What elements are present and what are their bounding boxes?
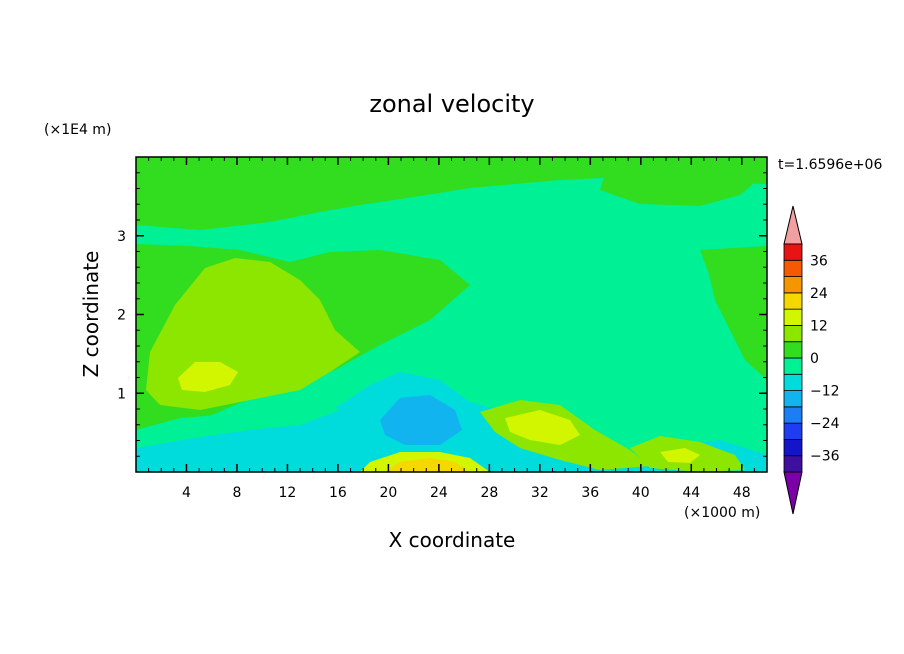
colorbar-tick-label: −12 bbox=[810, 384, 840, 400]
x-tick-label: 44 bbox=[682, 485, 700, 501]
colorbar-swatch bbox=[783, 259, 803, 277]
mid-left-positive-core bbox=[178, 362, 238, 392]
x-tick-label: 36 bbox=[581, 485, 599, 501]
colorbar-min-arrow bbox=[783, 471, 803, 515]
thin-band bbox=[136, 233, 767, 245]
y-unit-label: (×1E4 m) bbox=[44, 122, 111, 138]
x-tick-label: 48 bbox=[733, 485, 751, 501]
colorbar-swatch bbox=[783, 292, 803, 310]
y-tick-label: 2 bbox=[117, 308, 126, 324]
time-label: t=1.6596e+06 bbox=[778, 157, 882, 173]
y-axis-ticks: 1 2 3 bbox=[117, 172, 767, 457]
x-tick-label: 4 bbox=[182, 485, 191, 501]
x-tick-label: 40 bbox=[632, 485, 650, 501]
x-tick-label: 12 bbox=[279, 485, 297, 501]
x-axis-ticks: 4 8 12 16 20 24 28 32 36 40 44 48 bbox=[148, 157, 755, 501]
x-tick-label: 28 bbox=[480, 485, 498, 501]
colorbar-swatch bbox=[783, 276, 803, 294]
colorbar-swatch bbox=[783, 243, 803, 261]
colorbar-tick-label: −36 bbox=[810, 449, 840, 465]
colorbar: 36 24 12 0 −12 −24 −36 bbox=[783, 205, 840, 515]
x-unit-label: (×1000 m) bbox=[684, 505, 760, 521]
colorbar-tick-label: 36 bbox=[810, 253, 828, 269]
y-axis-label: Z coordinate bbox=[79, 251, 103, 378]
lobe-x43-core bbox=[660, 448, 700, 463]
y-tick-label: 1 bbox=[117, 386, 126, 402]
x-tick-label: 24 bbox=[430, 485, 448, 501]
upper-right-positive-region bbox=[600, 157, 767, 206]
colorbar-swatch bbox=[783, 357, 803, 375]
x-tick-label: 8 bbox=[232, 485, 241, 501]
colorbar-swatch bbox=[783, 455, 803, 473]
chart-title: zonal velocity bbox=[369, 90, 534, 118]
surface-jet-core bbox=[385, 458, 470, 472]
colorbar-tick-label: 12 bbox=[810, 318, 828, 334]
x-tick-label: 20 bbox=[379, 485, 397, 501]
colorbar-tick-label: 0 bbox=[810, 351, 819, 367]
lobe-x32-core bbox=[505, 410, 580, 445]
contour-field bbox=[136, 157, 767, 472]
colorbar-swatch bbox=[783, 406, 803, 424]
colorbar-swatch bbox=[783, 341, 803, 359]
colorbar-swatch bbox=[783, 373, 803, 391]
colorbar-tick-label: −24 bbox=[810, 416, 840, 432]
left-lower-band bbox=[136, 400, 340, 448]
x-tick-label: 16 bbox=[329, 485, 347, 501]
colorbar-swatch bbox=[783, 325, 803, 343]
right-edge-positive-region bbox=[700, 246, 767, 380]
central-negative-region bbox=[136, 176, 767, 472]
colorbar-swatch bbox=[783, 390, 803, 408]
y-tick-label: 3 bbox=[117, 229, 126, 245]
colorbar-swatch bbox=[783, 308, 803, 326]
lower-negative-core bbox=[380, 395, 462, 445]
colorbar-swatch bbox=[783, 439, 803, 457]
colorbar-swatch bbox=[783, 422, 803, 440]
x-axis-label: X coordinate bbox=[389, 528, 516, 552]
x-tick-label: 32 bbox=[531, 485, 549, 501]
colorbar-tick-label: 24 bbox=[810, 286, 828, 302]
colorbar-max-arrow bbox=[783, 205, 803, 245]
